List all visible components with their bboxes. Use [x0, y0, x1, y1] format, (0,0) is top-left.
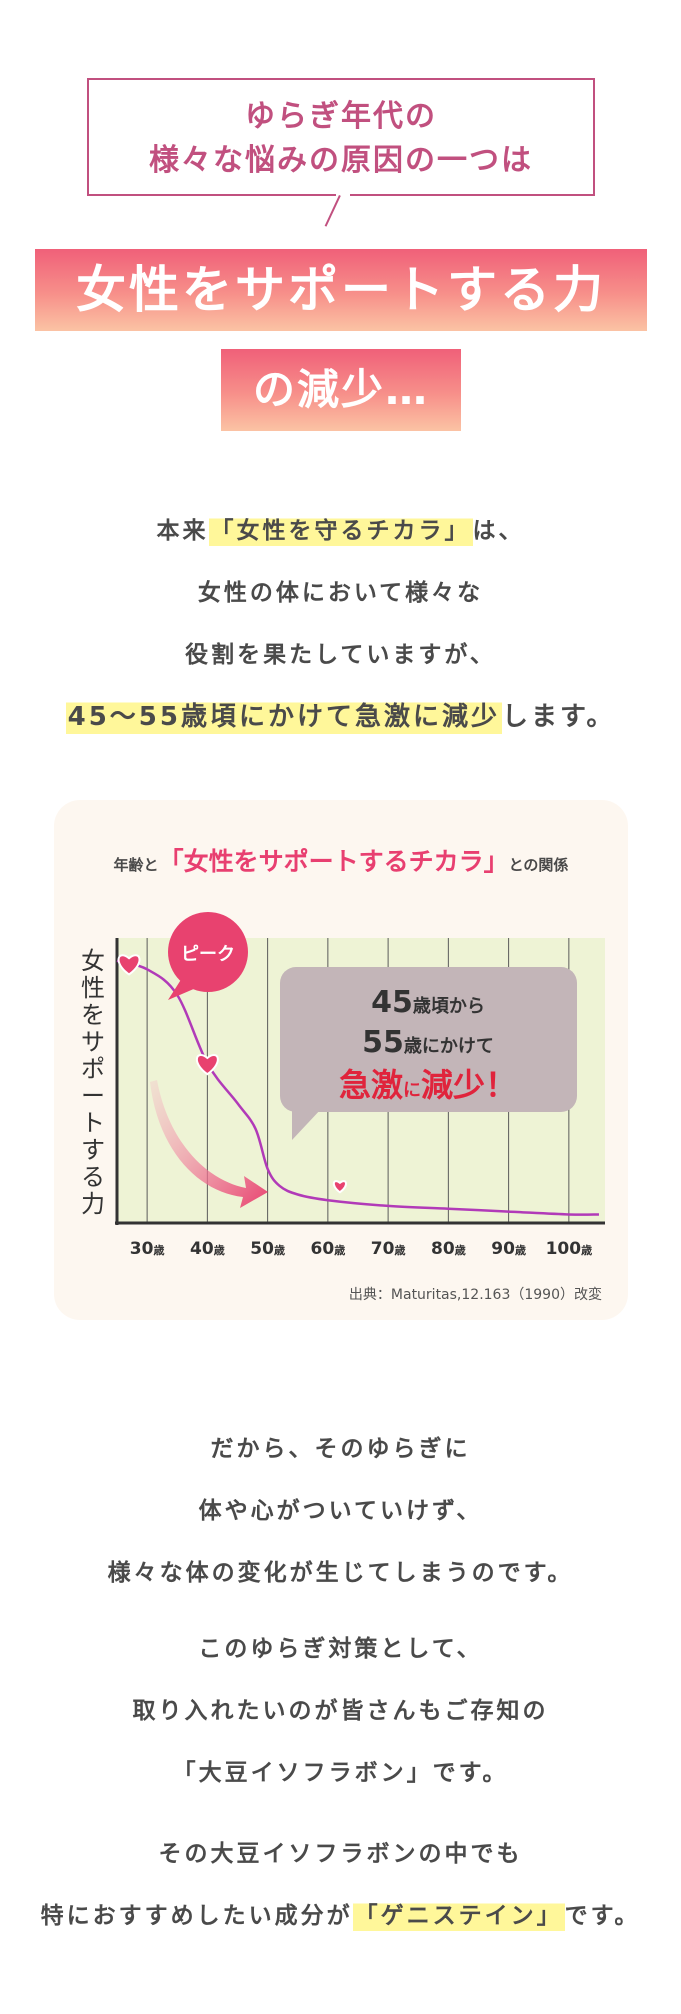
p4-line-2: 特におすすめしたい成分が「ゲニステイン」です。 [0, 1885, 681, 1947]
intro-line-4-post: します。 [501, 702, 616, 732]
callout-num-2: 55 [362, 1025, 404, 1060]
intro-line-4: 45〜55歳頃にかけて急激に減少します。 [0, 686, 681, 749]
callout-text-2: 歳にかけて [404, 1036, 494, 1057]
heart-marker [332, 1180, 347, 1194]
chart-title-post: との関係 [508, 856, 569, 874]
p2-line-2: 体や心がついていけず、 [198, 1498, 483, 1524]
p4-highlight: 「ゲニステイン」 [352, 1901, 565, 1931]
y-label-char: サ [81, 1028, 105, 1056]
intro-highlight-1: 「女性を守るチカラ」 [208, 516, 473, 546]
decrease-arrow [150, 1080, 268, 1208]
intro-line-2: 女性の体において様々な [197, 580, 484, 606]
callout-line-2: 55歳にかけて [362, 1025, 494, 1060]
question-box [87, 78, 595, 196]
y-label-char: ポ [81, 1055, 105, 1083]
paragraph-3: このゆらぎ対策として、 取り入れたいのが皆さんもご存知の 「大豆イソフラボン」で… [0, 1618, 681, 1804]
intro-highlight-2: 45〜55歳頃にかけて急激に減少 [65, 700, 502, 734]
callout-line-1: 45歳頃から [371, 985, 485, 1020]
intro-line-1-pre: 本来 [156, 518, 209, 544]
p4-line-2-pre: 特におすすめしたい成分が [40, 1903, 353, 1929]
x-tick-label: 80歳 [431, 1239, 466, 1259]
p2-line-3: 様々な体の変化が生じてしまうのです。 [107, 1560, 574, 1586]
main-banner: 女性をサポートする力 [35, 249, 647, 331]
y-label-char: を [81, 1001, 105, 1029]
callout-box [280, 967, 577, 1112]
heart-marker [196, 1054, 219, 1076]
x-tick-label: 70歳 [371, 1239, 406, 1259]
p3-line-3: 「大豆イソフラボン」です。 [172, 1760, 509, 1786]
callout-decrease: 減少 [421, 1066, 485, 1104]
y-label-char: ー [81, 1082, 105, 1110]
paragraph-2: だから、そのゆらぎに 体や心がついていけず、 様々な体の変化が生じてしまうのです… [0, 1418, 681, 1604]
chart-title-highlight: 「女性をサポートするチカラ」 [158, 847, 509, 876]
paragraph-4: その大豆イソフラボンの中でも 特におすすめしたい成分が「ゲニステイン」です。 [0, 1823, 681, 1947]
y-label-char: ト [81, 1109, 105, 1137]
sub-banner: の減少… [221, 349, 461, 431]
callout-sudden: 急激 [339, 1066, 403, 1104]
x-tick-label: 40歳 [190, 1239, 225, 1259]
chart-title-pre: 年齢と [113, 856, 159, 874]
y-label-char: 女 [81, 947, 105, 975]
intro-line-3: 役割を果たしていますが、 [185, 642, 496, 668]
callout-text-1: 歳頃から [413, 996, 485, 1017]
x-tick-label: 90歳 [491, 1239, 526, 1259]
chart-source: 出典：Maturitas,12.163（1990）改変 [348, 1287, 602, 1303]
x-tick-label: 100歳 [546, 1239, 593, 1259]
p4-line-1: その大豆イソフラボンの中でも [158, 1841, 523, 1867]
peak-bubble [168, 912, 248, 992]
callout-num-1: 45 [371, 985, 413, 1020]
p3-line-2: 取り入れたいのが皆さんもご存知の [132, 1698, 549, 1724]
x-tick-label: 50歳 [250, 1239, 285, 1259]
question-line-2: 様々な悩みの原因の一つは [149, 143, 533, 178]
series-line [116, 959, 599, 1216]
x-tick-label: 60歳 [311, 1239, 346, 1259]
heart-marker [117, 954, 141, 976]
callout-line-3: 急激に減少！ [339, 1066, 517, 1104]
peak-bubble-tail [168, 978, 196, 1000]
callout-exclaim: ！ [485, 1066, 517, 1104]
chart-title: 年齢と「女性をサポートするチカラ」との関係 [54, 842, 628, 878]
y-label-char: る [81, 1163, 105, 1191]
callout-tail [292, 1108, 322, 1140]
y-label-char: 性 [81, 974, 105, 1002]
y-label-char: す [81, 1136, 105, 1164]
intro-line-1-post: は、 [472, 518, 525, 544]
y-label-char: 力 [81, 1190, 105, 1218]
y-axis-label: 女性をサポートする力 [78, 948, 108, 1218]
intro-line-1: 本来「女性を守るチカラ」は、 [0, 500, 681, 562]
p3-line-1: このゆらぎ対策として、 [198, 1636, 483, 1662]
callout-particle: に [403, 1080, 421, 1101]
intro-paragraph: 本来「女性を守るチカラ」は、 女性の体において様々な 役割を果たしていますが、 … [0, 500, 681, 749]
p2-line-1: だから、そのゆらぎに [210, 1436, 471, 1462]
question-line-1: ゆらぎ年代の [245, 99, 437, 134]
peak-label: ピーク [181, 944, 235, 965]
question-text: ゆらぎ年代の 様々な悩みの原因の一つは [87, 95, 595, 183]
x-tick-label: 30歳 [130, 1239, 165, 1259]
question-box-tail [336, 192, 350, 224]
p4-line-2-post: です。 [564, 1903, 641, 1929]
